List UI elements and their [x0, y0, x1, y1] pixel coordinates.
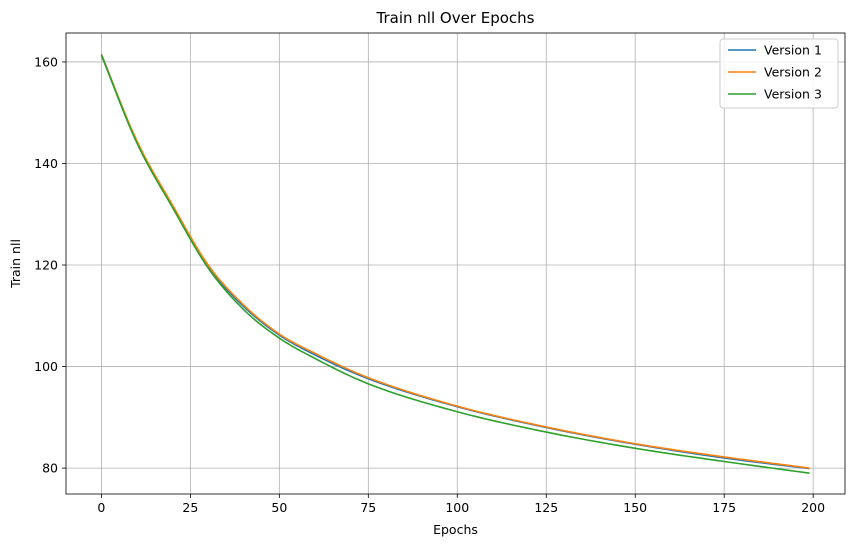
axes-frame — [65, 32, 846, 495]
y-tick-label: 80 — [42, 461, 58, 476]
y-axis-ticks: 80 100 120 140 160 — [34, 54, 66, 476]
y-axis-label: Train nll — [8, 239, 23, 289]
legend-label-2: Version 2 — [764, 65, 822, 80]
grid — [66, 33, 845, 494]
x-axis-ticks: 0 25 50 75 100 125 150 175 200 — [97, 494, 825, 515]
y-tick-label: 160 — [34, 54, 58, 69]
series-line-2 — [100, 54, 810, 469]
legend-box — [719, 38, 839, 109]
series-line-3 — [100, 55, 810, 474]
x-tick-label: 75 — [360, 500, 376, 515]
x-axis-label: Epochs — [433, 522, 478, 537]
legend-label-1: Version 1 — [764, 43, 822, 58]
x-tick-label: 125 — [534, 500, 558, 515]
x-tick-label: 100 — [445, 500, 469, 515]
x-tick-label: 175 — [712, 500, 736, 515]
legend-label-3: Version 3 — [764, 87, 822, 102]
y-tick-label: 100 — [34, 359, 58, 374]
x-tick-label: 150 — [623, 500, 647, 515]
x-tick-label: 200 — [801, 500, 825, 515]
legend: Version 1 Version 2 Version 3 — [719, 38, 839, 109]
x-tick-label: 0 — [97, 500, 105, 515]
y-tick-label: 120 — [34, 258, 58, 273]
plot-series — [100, 54, 810, 474]
chart-title: Train nll Over Epochs — [376, 9, 535, 27]
x-tick-label: 50 — [271, 500, 287, 515]
y-tick-label: 140 — [34, 156, 58, 171]
x-tick-label: 25 — [182, 500, 198, 515]
